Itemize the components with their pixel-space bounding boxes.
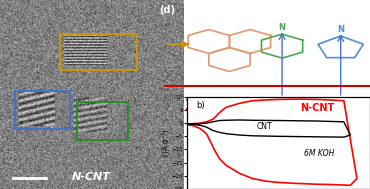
Text: N: N [337,25,344,34]
Text: 6M KOH: 6M KOH [303,149,334,158]
Bar [77,102,128,140]
Bar [15,91,70,129]
Text: N-CNT: N-CNT [300,103,334,113]
Text: (d): (d) [159,5,175,15]
Text: N: N [279,23,286,32]
Text: N-CNT: N-CNT [72,172,111,182]
Y-axis label: j (A·g⁻¹): j (A·g⁻¹) [162,129,170,157]
Text: CNT: CNT [256,122,272,131]
Bar [60,34,137,70]
Text: b): b) [196,101,205,110]
